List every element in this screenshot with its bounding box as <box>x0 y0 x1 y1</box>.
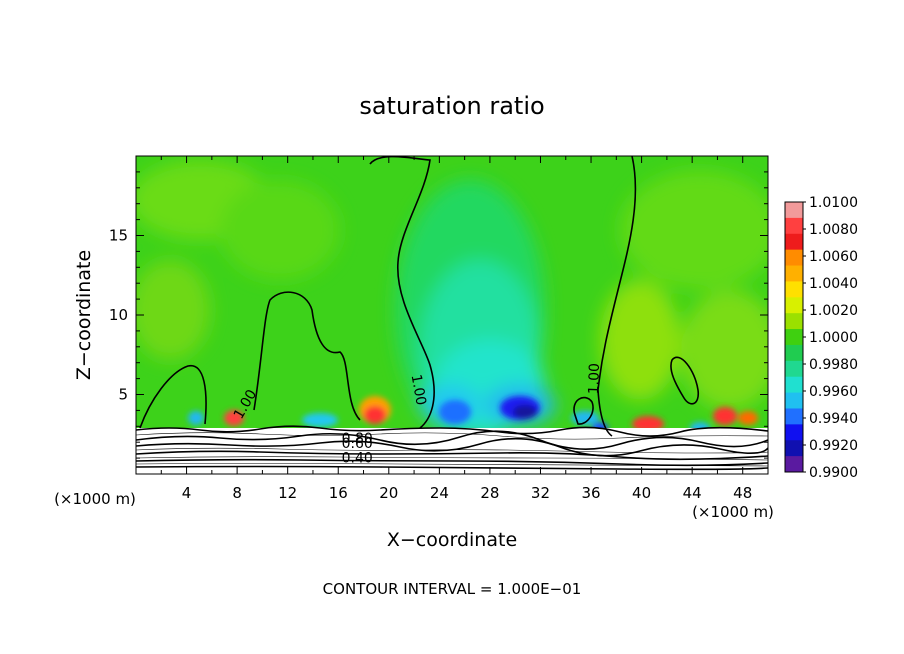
colorbar-band <box>785 265 803 282</box>
colorbar-band <box>785 202 803 219</box>
colorbar-band <box>785 424 803 441</box>
colorbar-band <box>785 440 803 457</box>
colorbar-band <box>785 408 803 425</box>
plot-area <box>136 156 768 474</box>
contour-label: 1.00 <box>408 373 429 406</box>
colorbar-band <box>785 297 803 314</box>
x-axis-label: X−coordinate <box>387 529 517 551</box>
contour-label: 0.40 <box>342 450 373 466</box>
contour-lines-fine <box>136 432 768 467</box>
colorbar-band <box>785 392 803 409</box>
x-tick-label: 40 <box>632 484 651 502</box>
chart-title: saturation ratio <box>359 92 544 120</box>
colorbar-band <box>785 313 803 330</box>
x-tick-label: 48 <box>733 484 752 502</box>
y-axis-label: Z−coordinate <box>73 250 95 380</box>
x-unit-right: (×1000 m) <box>692 503 774 521</box>
contour-label: 0.80 <box>342 431 373 447</box>
x-tick-label: 28 <box>480 484 499 502</box>
x-tick-label: 20 <box>379 484 398 502</box>
x-tick-label: 4 <box>182 484 192 502</box>
colorbar-band <box>785 344 803 362</box>
colorbar-band <box>785 456 803 473</box>
colorbar-label: 0.9900 <box>809 465 858 481</box>
contour-labels: 1.00 1.00 1.000.800.600.40 <box>231 363 603 467</box>
x-tick-label: 36 <box>581 484 600 502</box>
colorbar-label: 1.0080 <box>809 222 858 238</box>
y-tick-label: 15 <box>109 227 128 245</box>
contour-label: 0.60 <box>342 436 373 452</box>
colorbar-label: 0.9960 <box>809 384 858 400</box>
x-tick-label: 44 <box>683 484 702 502</box>
x-tick-label: 32 <box>531 484 550 502</box>
colorbar-label: 1.0020 <box>809 303 858 319</box>
y-tick-label: 5 <box>118 386 128 404</box>
x-axis: 4 8 12 16 20 24 28 32 36 40 44 48 <box>160 156 752 502</box>
colorbar-label: 1.0000 <box>809 330 858 346</box>
colorbar-label: 1.0040 <box>809 276 858 292</box>
colorbar-label: 0.9920 <box>809 438 858 454</box>
colorbar-band <box>785 360 803 378</box>
colorbar-band <box>785 249 803 267</box>
x-tick-label: 12 <box>278 484 297 502</box>
colorbar-band <box>785 281 803 298</box>
contour-label: 1.00 <box>586 363 603 395</box>
colorbar-band <box>785 376 803 394</box>
colorbar-label: 1.0060 <box>809 249 858 265</box>
contour-interval-note: CONTOUR INTERVAL = 1.000E−01 <box>323 580 582 598</box>
x-tick-label: 24 <box>430 484 449 502</box>
colorbar-band <box>785 233 803 251</box>
x-tick-label: 8 <box>232 484 242 502</box>
x-tick-label: 16 <box>329 484 348 502</box>
contour-lines <box>136 156 768 471</box>
colorbar: 1.0100 1.0080 1.0060 1.0040 1.0020 1.0000 0.99… <box>784 195 858 481</box>
colorbar-band <box>785 329 803 346</box>
y-axis: 5 10 15 <box>109 171 768 459</box>
y-tick-label: 10 <box>109 306 128 324</box>
colorbar-band <box>785 217 803 235</box>
x-unit-left: (×1000 m) <box>54 490 136 508</box>
colorbar-label: 0.9940 <box>809 411 858 427</box>
colorbar-label: 0.9980 <box>809 357 858 373</box>
colorbar-label: 1.0100 <box>809 195 858 211</box>
